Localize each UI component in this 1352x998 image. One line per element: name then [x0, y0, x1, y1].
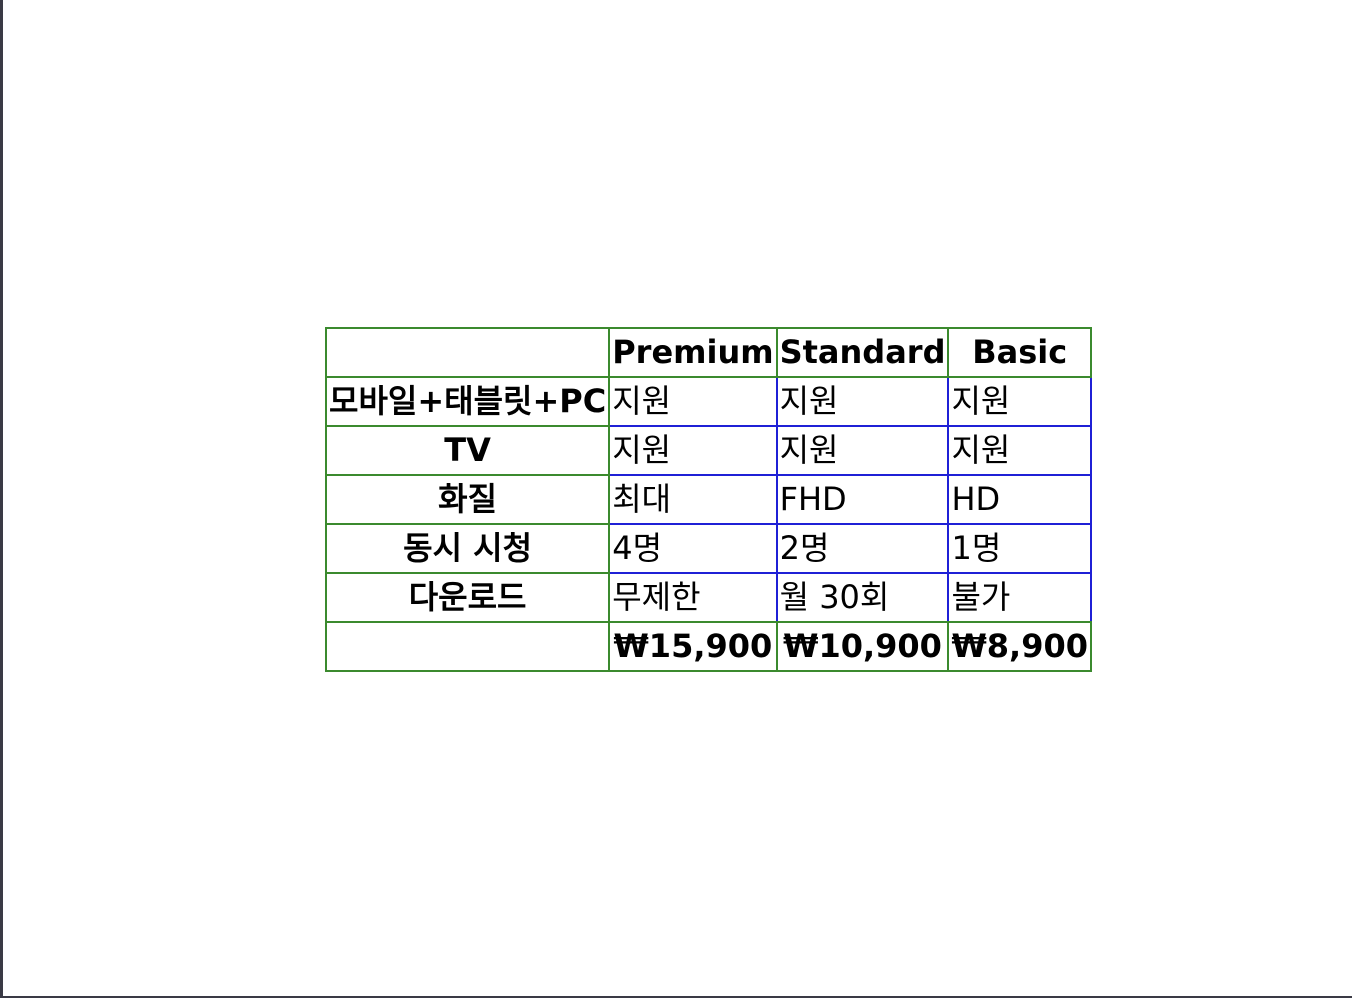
table-cell: 지원 [608, 425, 778, 476]
table-cell: 4명 [608, 523, 778, 574]
price-premium: ₩15,900 [608, 621, 778, 672]
plan-comparison-table: Premium Standard Basic 모바일+태블릿+PC 지원 지원 … [324, 327, 1092, 672]
window-bottom-edge [0, 996, 1352, 998]
table-cell: 1명 [947, 523, 1092, 574]
table-cell: 월 30회 [775, 572, 950, 623]
table-row: 화질 최대 FHD HD [324, 474, 1092, 525]
table-cell: 최대 [608, 474, 778, 525]
table-header-row: Premium Standard Basic [324, 327, 1092, 378]
table-cell: 불가 [947, 572, 1092, 623]
table-cell: FHD [775, 474, 950, 525]
corner-cell [324, 327, 611, 378]
table-row: 동시 시청 4명 2명 1명 [324, 523, 1092, 574]
row-label-concurrent-viewing: 동시 시청 [324, 523, 611, 574]
price-label-cell [324, 621, 611, 672]
table-cell: 지원 [775, 376, 950, 427]
table-cell: HD [947, 474, 1092, 525]
price-basic: ₩8,900 [947, 621, 1092, 672]
table-row: 모바일+태블릿+PC 지원 지원 지원 [324, 376, 1092, 427]
table-cell: 지원 [947, 425, 1092, 476]
row-label-download: 다운로드 [324, 572, 611, 623]
column-header-basic: Basic [947, 327, 1092, 378]
table-cell: 지원 [608, 376, 778, 427]
window-left-edge [0, 0, 3, 998]
table-cell: 지원 [947, 376, 1092, 427]
row-label-tv: TV [324, 425, 611, 476]
table-price-row: ₩15,900 ₩10,900 ₩8,900 [324, 621, 1092, 672]
row-label-devices: 모바일+태블릿+PC [324, 376, 611, 427]
table-row: 다운로드 무제한 월 30회 불가 [324, 572, 1092, 623]
table-cell: 2명 [775, 523, 950, 574]
table-cell: 무제한 [608, 572, 778, 623]
table-row: TV 지원 지원 지원 [324, 425, 1092, 476]
column-header-premium: Premium [608, 327, 778, 378]
column-header-standard: Standard [775, 327, 950, 378]
table-cell: 지원 [775, 425, 950, 476]
row-label-quality: 화질 [324, 474, 611, 525]
price-standard: ₩10,900 [775, 621, 950, 672]
